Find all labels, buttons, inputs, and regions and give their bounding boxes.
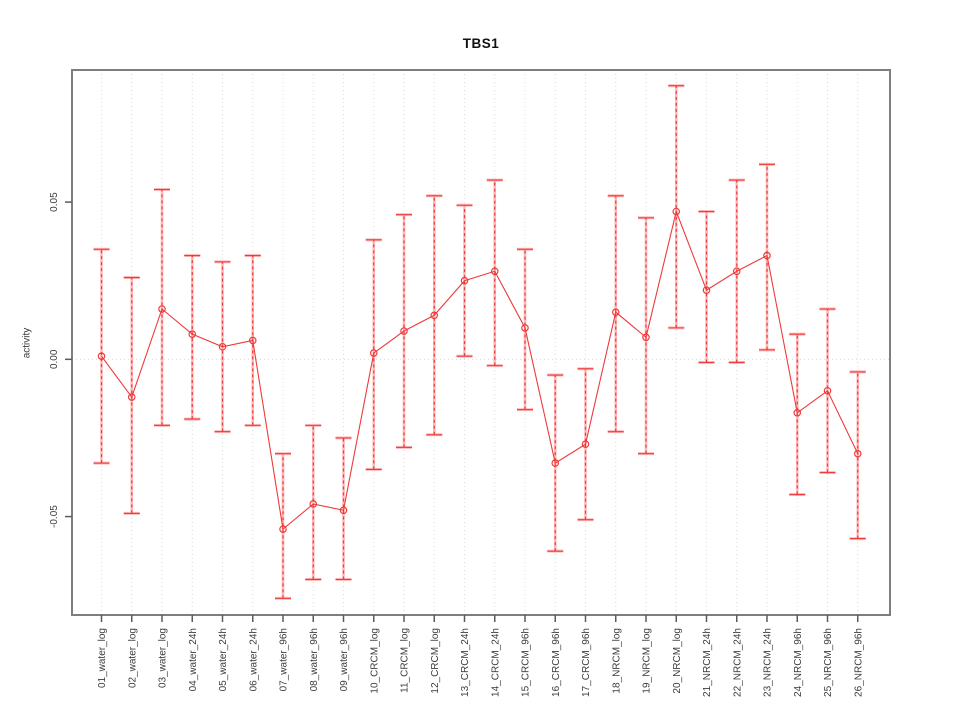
x-tick-label: 01_water_log (97, 628, 108, 688)
data-point (188, 330, 197, 338)
data-point (369, 349, 378, 357)
x-tick-label: 18_NRCM_log (611, 628, 622, 694)
data-point (672, 207, 681, 216)
x-tick-label: 22_NRCM_24h (732, 628, 743, 697)
x-tick-label: 21_NRCM_24h (702, 628, 713, 697)
chart-title: TBS1 (462, 36, 500, 51)
x-tick-label: 14_CRCM_24h (490, 628, 501, 697)
x-tick-label: 13_CRCM_24h (460, 628, 471, 697)
x-tick-label: 04_water_24h (188, 628, 199, 691)
x-tick-label: 17_CRCM_96h (581, 628, 592, 697)
data-point (823, 386, 832, 395)
data-point (158, 305, 166, 313)
data-point (400, 327, 408, 335)
y-tick-label: -0.05 (49, 505, 60, 528)
data-point (127, 393, 136, 401)
x-tick-label: 16_CRCM_96h (551, 628, 562, 697)
data-point (732, 267, 741, 276)
x-tick-label: 11_CRCM_log (400, 628, 411, 693)
data-point (248, 336, 257, 345)
data-point (642, 333, 650, 342)
data-point (309, 500, 318, 508)
data-point (279, 525, 287, 533)
data-point (581, 440, 590, 449)
x-tick-label: 02_water_log (127, 628, 138, 688)
x-tick-label: 15_CRCM_96h (521, 628, 532, 697)
y-tick-label: 0.05 (49, 192, 60, 212)
x-tick-label: 03_water_log (158, 628, 169, 688)
data-point (521, 324, 529, 332)
data-line (101, 209, 859, 531)
x-tick-label: 25_NRCM_96h (823, 628, 834, 697)
x-tick-label: 19_NRCM_log (642, 628, 653, 694)
x-tick-label: 23_NRCM_24h (763, 628, 774, 697)
data-point (611, 308, 620, 316)
data-point (460, 276, 469, 285)
x-tick-label: 24_NRCM_96h (793, 628, 804, 697)
plot-frame (71, 69, 891, 616)
x-tick-label: 26_NRCM_96h (853, 628, 864, 697)
data-point (702, 286, 711, 294)
x-tick-label: 20_NRCM_log (672, 628, 683, 694)
x-tick-label: 05_water_24h (218, 628, 229, 691)
data-point (551, 459, 560, 467)
y-tick-label: 0.00 (49, 349, 60, 369)
x-tick-label: 08_water_96h (309, 628, 320, 691)
data-point (490, 267, 499, 276)
x-tick-label: 09_water_96h (339, 628, 350, 691)
data-point (793, 408, 802, 417)
x-tick-label: 07_water_96h (279, 628, 290, 691)
data-point (430, 311, 439, 320)
data-point (97, 352, 106, 360)
data-point (218, 342, 227, 351)
data-point (853, 449, 862, 458)
x-tick-label: 06_water_24h (248, 628, 259, 691)
data-point (763, 251, 771, 260)
data-point (339, 506, 348, 515)
x-tick-label: 10_CRCM_log (369, 628, 380, 694)
x-tick-label: 12_CRCM_log (430, 628, 441, 694)
